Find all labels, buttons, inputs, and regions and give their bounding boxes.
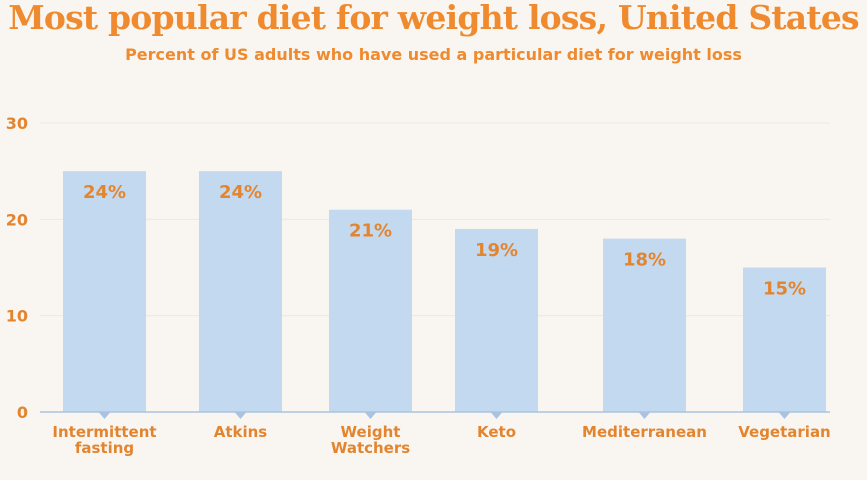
bar <box>199 171 282 412</box>
x-tick-label: Weight Watchers <box>331 423 410 457</box>
x-tick-marker <box>490 412 503 419</box>
bar <box>329 209 412 412</box>
x-tick-marker <box>638 412 651 419</box>
bar <box>603 238 686 412</box>
data-label: 18% <box>623 250 666 271</box>
data-label: 24% <box>83 182 126 203</box>
x-tick-marker <box>364 412 377 419</box>
data-label: 15% <box>763 279 806 300</box>
y-tick-label: 30 <box>6 114 28 133</box>
bar <box>743 267 826 412</box>
y-tick-label: 10 <box>6 307 28 326</box>
data-label: 21% <box>349 221 392 242</box>
y-tick-label: 20 <box>6 210 28 229</box>
chart-subtitle: Percent of US adults who have used a par… <box>125 45 742 64</box>
x-tick-label: Mediterranean <box>582 423 707 441</box>
x-tick-marker <box>234 412 247 419</box>
x-tick-label: Intermittent fasting <box>52 423 156 457</box>
x-tick-marker <box>778 412 791 419</box>
data-label: 19% <box>475 240 518 261</box>
data-label: 24% <box>219 182 262 203</box>
x-tick-label: Vegetarian <box>738 423 831 441</box>
x-tick-marker <box>98 412 111 419</box>
chart-title: Most popular diet for weight loss, Unite… <box>8 0 859 37</box>
x-tick-label: Atkins <box>214 423 268 441</box>
x-tick-label: Keto <box>477 423 516 441</box>
y-tick-label: 0 <box>17 403 28 422</box>
bar <box>455 228 538 412</box>
bar <box>63 171 146 412</box>
